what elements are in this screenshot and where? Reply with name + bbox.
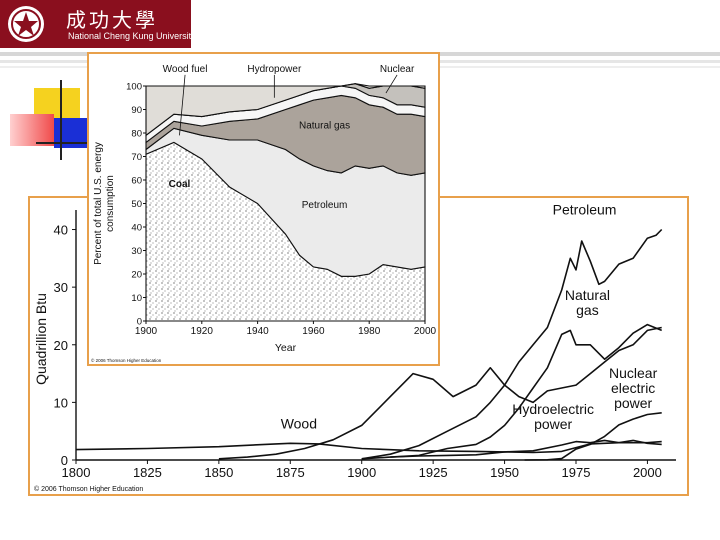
x-tick-label: 1800	[62, 465, 91, 480]
area-label-natural-gas: Natural gas	[299, 120, 350, 131]
series-line-wood	[75, 440, 662, 454]
y-tick-label: 50	[131, 199, 142, 210]
x-tick-label: 1900	[135, 326, 158, 337]
y-tick-label: 10	[131, 293, 142, 304]
x-tick-label: 1950	[490, 465, 519, 480]
series-label-natural-gas: Natural gas	[565, 287, 610, 318]
series-line-hydroelectric-power	[390, 439, 662, 458]
x-tick-label: 2000	[633, 465, 662, 480]
seal-icon	[8, 6, 44, 42]
series-label-wood: Wood	[281, 415, 317, 431]
x-tick-label: 1825	[133, 465, 162, 480]
x-tick-label: 1920	[191, 326, 214, 337]
series-label-petroleum: Petroleum	[553, 202, 617, 218]
deco-horizontal-line	[36, 142, 96, 144]
area-label-nuclear: Nuclear	[380, 64, 415, 75]
series-line-petroleum	[361, 228, 663, 460]
copyright-note: © 2006 Thomson Higher Education	[34, 485, 143, 493]
area-label-wood-fuel: Wood fuel	[163, 64, 208, 75]
energy-share-chart: 1900 1920 1940 1960 1980 2000 0 10 20 30 40 50 60 70 8…	[91, 64, 437, 363]
y-tick-label: 70	[131, 152, 142, 163]
x-tick-label: 1940	[246, 326, 269, 337]
x-tick-label: 1980	[358, 326, 381, 337]
x-tick-label: 1900	[347, 465, 376, 480]
area-wood-fuel	[145, 83, 426, 137]
y-tick-label: 0	[61, 453, 68, 468]
x-axis-label: Year	[275, 342, 297, 354]
university-name-chinese: 成功大學	[66, 8, 158, 32]
y-tick-label: 100	[126, 82, 142, 93]
y-tick-label: 30	[131, 246, 142, 257]
area-label-coal: Coal	[169, 179, 191, 190]
deco-vertical-line	[60, 80, 62, 160]
area-label-hydropower: Hydropower	[247, 64, 302, 75]
area-label-petroleum: Petroleum	[302, 200, 348, 211]
y-tick-label: 10	[54, 395, 68, 410]
inset-chart-frame: 1900 1920 1940 1960 1980 2000 0 10 20 30 40 50 60 70 8…	[87, 52, 440, 366]
y-axis-label: Quadrillion Btu	[33, 293, 49, 385]
series-line-natural-gas	[361, 323, 663, 460]
y-tick-label: 90	[131, 105, 142, 116]
deco-red-square	[10, 114, 54, 146]
series-line-nuclear-electric-power	[524, 412, 662, 461]
y-tick-label: 20	[131, 270, 142, 281]
x-tick-label: 1850	[204, 465, 233, 480]
y-tick-label: 20	[54, 338, 68, 353]
y-tick-label: 30	[54, 280, 68, 295]
x-tick-label: 1925	[419, 465, 448, 480]
y-tick-label: 0	[137, 317, 142, 328]
leader-line	[385, 74, 398, 94]
x-tick-label: 2000	[414, 326, 437, 337]
university-name-english: National Cheng Kung University	[68, 31, 196, 41]
x-tick-label: 1960	[302, 326, 325, 337]
leader-line	[179, 74, 186, 136]
y-tick-label: 40	[131, 223, 142, 234]
x-tick-label: 1875	[276, 465, 305, 480]
y-tick-label: 40	[54, 223, 68, 238]
y-tick-label: 80	[131, 129, 142, 140]
y-axis-label: Percent of total U.S. energyconsumption	[93, 142, 116, 265]
series-line-coal	[218, 326, 662, 460]
series-label-hydroelectric-power: Hydroelectric power	[512, 401, 594, 432]
copyright-note: © 2006 Thomson Higher Education	[91, 357, 162, 363]
y-tick-label: 60	[131, 176, 142, 187]
x-tick-label: 1975	[562, 465, 591, 480]
energy-consumption-chart: 1800 1825 1850 1875 1900 1925 1950 1975 2000 0 10 2…	[33, 202, 676, 493]
series-label-nuclear-electric-power: Nuclear electric power	[609, 365, 658, 411]
university-logo: 成功大學 National Cheng Kung University	[0, 0, 196, 48]
